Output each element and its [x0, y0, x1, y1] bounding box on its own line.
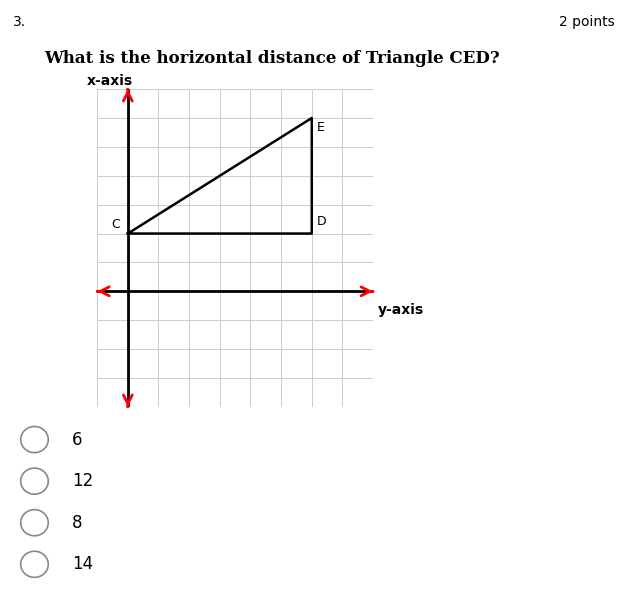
Text: 12: 12 — [72, 472, 93, 490]
Text: What is the horizontal distance of Triangle CED?: What is the horizontal distance of Trian… — [44, 50, 500, 68]
Text: 14: 14 — [72, 555, 93, 573]
Text: 6: 6 — [72, 431, 83, 448]
Text: C: C — [112, 217, 120, 230]
Text: E: E — [317, 121, 324, 134]
Text: 2 points: 2 points — [559, 15, 614, 29]
Text: 3.: 3. — [13, 15, 26, 29]
Text: x-axis: x-axis — [87, 74, 133, 89]
Text: 8: 8 — [72, 514, 83, 532]
Text: D: D — [317, 215, 326, 228]
Text: y-axis: y-axis — [377, 303, 424, 317]
